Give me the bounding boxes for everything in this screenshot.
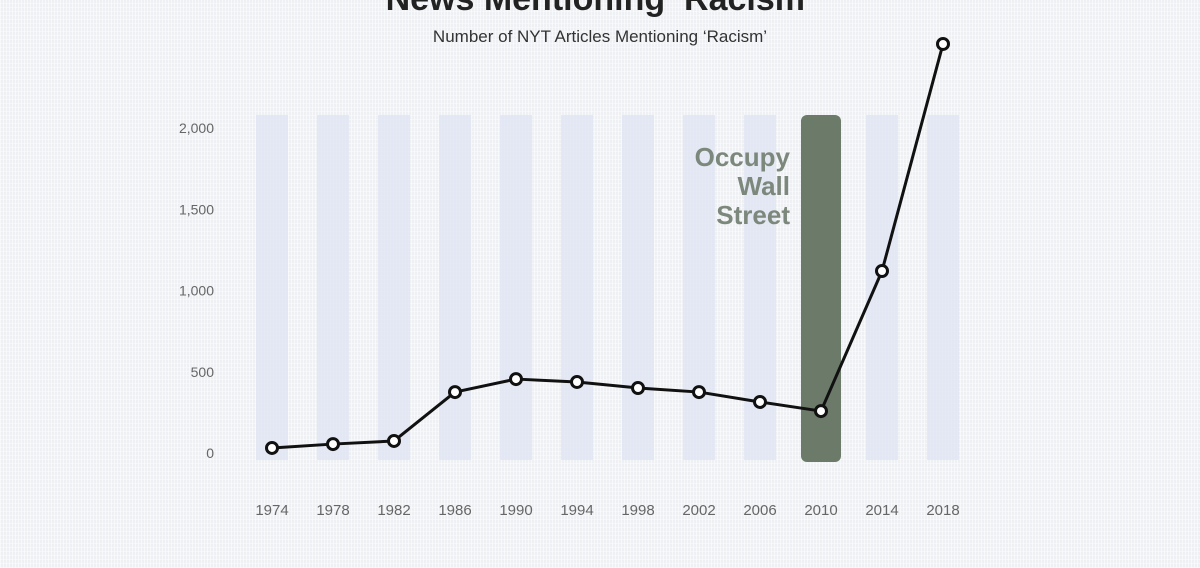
chart-subtitle: Number of NYT Articles Mentioning ‘Racis… — [432, 27, 768, 46]
year-band — [500, 115, 532, 460]
x-tick-label: 1994 — [560, 502, 593, 519]
data-point — [692, 385, 706, 400]
year-band — [927, 115, 959, 460]
year-band — [561, 115, 593, 460]
x-tick-label: 1982 — [377, 502, 410, 519]
data-point — [448, 385, 462, 400]
y-tick-label: 0 — [206, 445, 214, 461]
year-band — [256, 115, 288, 460]
year-band — [622, 115, 654, 460]
data-point — [814, 404, 828, 419]
x-tick-label: 1998 — [621, 502, 654, 519]
x-tick-label: 2014 — [865, 502, 898, 519]
x-tick-label: 2010 — [804, 502, 837, 519]
x-tick-label: 1990 — [499, 502, 532, 519]
data-point — [631, 381, 645, 395]
x-tick-label: 2002 — [682, 502, 715, 519]
annotation-label: Wall — [738, 171, 790, 201]
data-point — [387, 433, 401, 448]
x-tick-label: 1986 — [438, 502, 471, 519]
y-tick-label: 1,500 — [179, 201, 214, 217]
data-point — [509, 372, 523, 387]
y-tick-label: 2,000 — [179, 120, 214, 136]
y-tick-label: 500 — [191, 364, 215, 380]
data-point — [936, 36, 950, 51]
chart-title: News Mentioning ‘Racism’ — [0, 0, 1200, 19]
annotation-label: Street — [716, 200, 790, 230]
x-tick-label: 1978 — [316, 502, 349, 519]
event-highlight-bar — [801, 115, 841, 462]
x-tick-label: 1974 — [255, 502, 288, 519]
year-band — [378, 115, 410, 460]
data-point — [753, 394, 767, 409]
x-tick-label: 2018 — [926, 502, 959, 519]
data-point — [570, 374, 584, 389]
x-tick-label: 2006 — [743, 502, 776, 519]
data-point — [265, 440, 279, 455]
year-band — [866, 115, 898, 460]
annotation-label: Occupy — [695, 142, 791, 172]
y-tick-label: 1,000 — [179, 283, 214, 299]
year-band — [683, 115, 715, 460]
data-point — [326, 437, 340, 452]
series-line — [271, 43, 945, 450]
year-band — [317, 115, 349, 460]
data-point — [875, 264, 889, 278]
year-band — [439, 115, 471, 460]
